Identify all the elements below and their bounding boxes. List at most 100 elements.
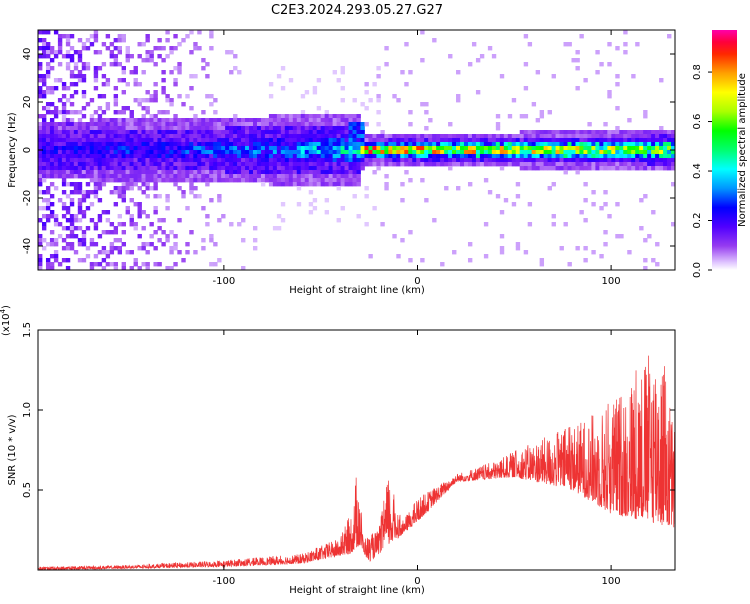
heatmap-cell: [149, 170, 154, 175]
heatmap-cell: [647, 234, 652, 239]
heatmap-cell: [38, 174, 43, 179]
heatmap-cell: [133, 226, 138, 231]
heatmap-cell: [615, 154, 620, 159]
heatmap-cell: [256, 142, 262, 147]
heatmap-cell: [292, 170, 298, 175]
heatmap-cell: [615, 134, 620, 139]
heatmap-cell: [45, 266, 51, 270]
heatmap-cell: [177, 118, 182, 123]
heatmap-cell: [38, 242, 43, 247]
heatmap-cell: [296, 174, 302, 179]
heatmap-cell: [316, 154, 322, 159]
heatmap-cell: [93, 66, 99, 71]
heatmap-cell: [416, 154, 421, 159]
heatmap-cell: [607, 94, 612, 99]
heatmap-cell: [157, 158, 162, 163]
heatmap-cell: [284, 154, 290, 159]
heatmap-cell: [392, 162, 397, 167]
heatmap-cell: [193, 46, 198, 51]
heatmap-cell: [217, 134, 222, 139]
heatmap-cell: [61, 174, 67, 179]
heatmap-cell: [77, 226, 83, 231]
heatmap-cell: [483, 138, 489, 143]
heatmap-cell: [276, 126, 282, 131]
heatmap-cell: [300, 146, 306, 151]
heatmap-cell: [229, 134, 234, 139]
heatmap-cell: [113, 166, 119, 171]
heatmap-cell: [85, 102, 91, 107]
heatmap-cell: [65, 122, 71, 127]
heatmap-cell: [288, 174, 294, 179]
heatmap-cell: [73, 134, 79, 139]
heatmap-cell: [141, 130, 146, 135]
heatmap-cell: [113, 170, 119, 175]
heatmap-cell: [41, 198, 47, 203]
heatmap-cell: [177, 42, 182, 47]
heatmap-cell: [85, 134, 91, 139]
heatmap-cell: [531, 150, 537, 155]
heatmap-cell: [252, 158, 258, 163]
heatmap-cell: [471, 134, 477, 139]
heatmap-cell: [280, 146, 286, 151]
heatmap-cell: [161, 58, 166, 63]
heatmap-cell: [364, 186, 369, 191]
heatmap-cell: [149, 134, 154, 139]
heatmap-cell: [280, 158, 286, 163]
heatmap-cell: [444, 154, 449, 159]
heatmap-cell: [591, 166, 596, 171]
heatmap-cell: [57, 154, 63, 159]
heatmap-cell: [256, 138, 262, 143]
heatmap-cell: [109, 54, 115, 59]
heatmap-cell: [233, 118, 238, 123]
heatmap-cell: [268, 158, 274, 163]
heatmap-cell: [535, 146, 541, 151]
heatmap-cell: [53, 254, 59, 259]
heatmap-cell: [523, 86, 529, 91]
heatmap-cell: [352, 182, 357, 187]
heatmap-cell: [503, 146, 509, 151]
heatmap-cell: [499, 150, 505, 155]
heatmap-cell: [85, 226, 91, 231]
heatmap-cell: [563, 154, 568, 159]
heatmap-cell: [471, 138, 477, 143]
heatmap-cell: [607, 166, 612, 171]
heatmap-cell: [671, 182, 675, 187]
heatmap-cell: [348, 134, 353, 139]
heatmap-cell: [460, 138, 465, 143]
heatmap-cell: [69, 246, 75, 251]
heatmap-cell: [643, 134, 648, 139]
heatmap-cell: [105, 34, 111, 39]
heatmap-cell: [85, 62, 91, 67]
heatmap-cell: [125, 206, 130, 211]
heatmap-cell: [38, 66, 43, 71]
heatmap-cell: [316, 166, 322, 171]
heatmap-cell: [105, 162, 111, 167]
heatmap-cell: [559, 130, 564, 135]
heatmap-cell: [296, 170, 302, 175]
heatmap-cell: [336, 182, 341, 187]
heatmap-cell: [352, 194, 357, 199]
heatmap-cell: [113, 110, 119, 115]
heatmap-cell: [499, 146, 505, 151]
heatmap-cell: [567, 154, 572, 159]
heatmap-cell: [324, 138, 330, 143]
heatmap-cell: [125, 138, 130, 143]
heatmap-cell: [93, 186, 99, 191]
heatmap-cell: [173, 130, 178, 135]
heatmap-cell: [189, 170, 194, 175]
heatmap-cell: [137, 146, 142, 151]
heatmap-cell: [336, 114, 341, 119]
heatmap-cell: [69, 74, 75, 79]
heatmap-cell: [89, 122, 95, 127]
heatmap-cell: [260, 166, 266, 171]
heatmap-cell: [424, 158, 429, 163]
heatmap-cell: [575, 150, 580, 155]
heatmap-cell: [280, 114, 286, 119]
heatmap-cell: [93, 50, 99, 55]
heatmap-cell: [515, 154, 521, 159]
heatmap-cell: [129, 166, 134, 171]
heatmap-cell: [527, 202, 533, 207]
heatmap-cell: [280, 202, 286, 207]
heatmap-cell: [53, 250, 59, 255]
heatmap-cell: [77, 126, 83, 131]
